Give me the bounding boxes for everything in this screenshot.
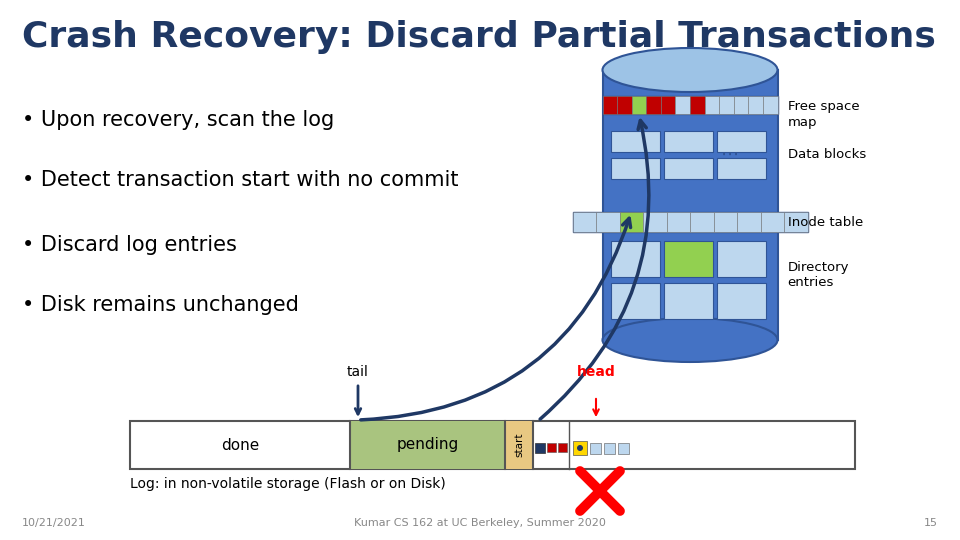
Bar: [663, 131, 712, 152]
Bar: [572, 212, 596, 232]
Text: 15: 15: [924, 518, 938, 528]
Bar: [350, 421, 505, 469]
Bar: [705, 96, 719, 114]
Bar: [604, 443, 615, 454]
Bar: [643, 212, 666, 232]
Bar: [632, 96, 646, 114]
Ellipse shape: [603, 48, 778, 92]
Text: Directory
entries: Directory entries: [787, 260, 849, 289]
Bar: [505, 421, 533, 469]
Text: • Detect transaction start with no commit: • Detect transaction start with no commi…: [22, 170, 459, 190]
Bar: [716, 131, 765, 152]
Bar: [737, 212, 760, 232]
Bar: [618, 443, 629, 454]
Ellipse shape: [603, 318, 778, 362]
Bar: [619, 212, 643, 232]
Bar: [676, 96, 690, 114]
Text: • Disk remains unchanged: • Disk remains unchanged: [22, 295, 299, 315]
Text: done: done: [221, 437, 259, 453]
Text: start: start: [514, 433, 524, 457]
Text: Kumar CS 162 at UC Berkeley, Summer 2020: Kumar CS 162 at UC Berkeley, Summer 2020: [354, 518, 606, 528]
Text: tail: tail: [348, 365, 369, 379]
Bar: [763, 96, 778, 114]
FancyArrowPatch shape: [540, 120, 649, 419]
Bar: [749, 96, 763, 114]
Text: 10/21/2021: 10/21/2021: [22, 518, 85, 528]
Text: ⋯: ⋯: [721, 146, 739, 164]
Text: Crash Recovery: Discard Partial Transactions: Crash Recovery: Discard Partial Transact…: [22, 20, 936, 54]
FancyArrowPatch shape: [361, 218, 631, 420]
Text: pending: pending: [396, 437, 459, 453]
Bar: [558, 443, 567, 452]
Bar: [596, 212, 619, 232]
Bar: [663, 158, 712, 179]
Bar: [611, 131, 660, 152]
Bar: [666, 212, 690, 232]
Bar: [646, 96, 660, 114]
Bar: [690, 96, 705, 114]
Text: Data blocks: Data blocks: [787, 148, 866, 161]
Bar: [716, 241, 765, 277]
Text: Free space
map: Free space map: [787, 100, 859, 129]
Bar: [547, 443, 556, 452]
Bar: [603, 96, 617, 114]
Text: Log: in non-volatile storage (Flash or on Disk): Log: in non-volatile storage (Flash or o…: [130, 477, 445, 491]
Text: • Discard log entries: • Discard log entries: [22, 235, 237, 255]
Text: Inode table: Inode table: [787, 215, 863, 228]
Bar: [663, 241, 712, 277]
Text: head: head: [577, 365, 615, 379]
Bar: [713, 212, 737, 232]
Bar: [663, 283, 712, 319]
Bar: [611, 283, 660, 319]
Bar: [760, 212, 784, 232]
Bar: [617, 96, 632, 114]
Bar: [572, 212, 807, 232]
Ellipse shape: [577, 445, 583, 451]
Bar: [690, 212, 713, 232]
Bar: [603, 96, 778, 114]
Bar: [660, 96, 676, 114]
Bar: [603, 70, 778, 340]
Bar: [716, 283, 765, 319]
Bar: [611, 158, 660, 179]
Bar: [716, 158, 765, 179]
Bar: [130, 421, 855, 469]
Bar: [784, 212, 807, 232]
Text: • Upon recovery, scan the log: • Upon recovery, scan the log: [22, 110, 334, 130]
Bar: [535, 443, 545, 453]
Bar: [590, 443, 601, 454]
Bar: [573, 441, 587, 455]
Bar: [733, 96, 749, 114]
Bar: [719, 96, 733, 114]
Bar: [611, 241, 660, 277]
